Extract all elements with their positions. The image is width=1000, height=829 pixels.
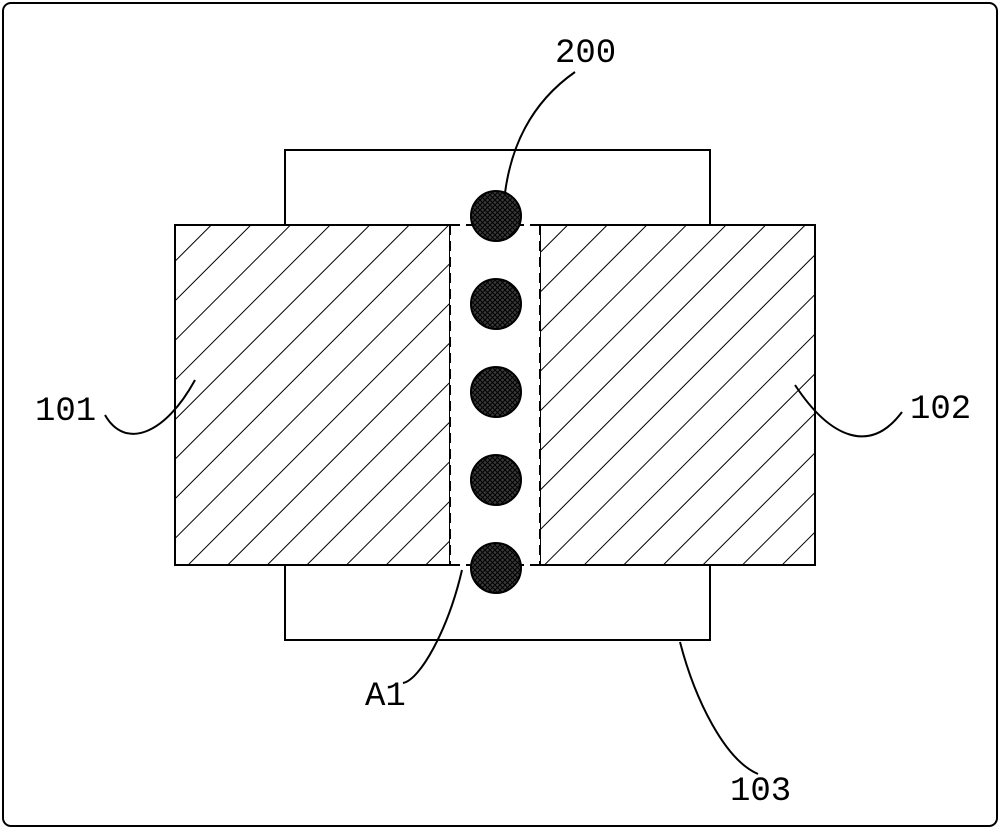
right-hatched-block [540,225,815,565]
label-101: 101 [35,393,96,431]
mesh-circle-4 [471,455,521,505]
leader-103 [680,642,758,774]
mesh-circle-3 [471,367,521,417]
mesh-circle-5 [471,543,521,593]
label-A1: A1 [365,678,406,716]
mesh-circle-2 [471,279,521,329]
left-hatched-block [175,225,450,565]
label-200: 200 [555,35,616,73]
label-102: 102 [910,391,971,429]
label-103: 103 [730,773,791,811]
mesh-circle-1 [471,191,521,241]
